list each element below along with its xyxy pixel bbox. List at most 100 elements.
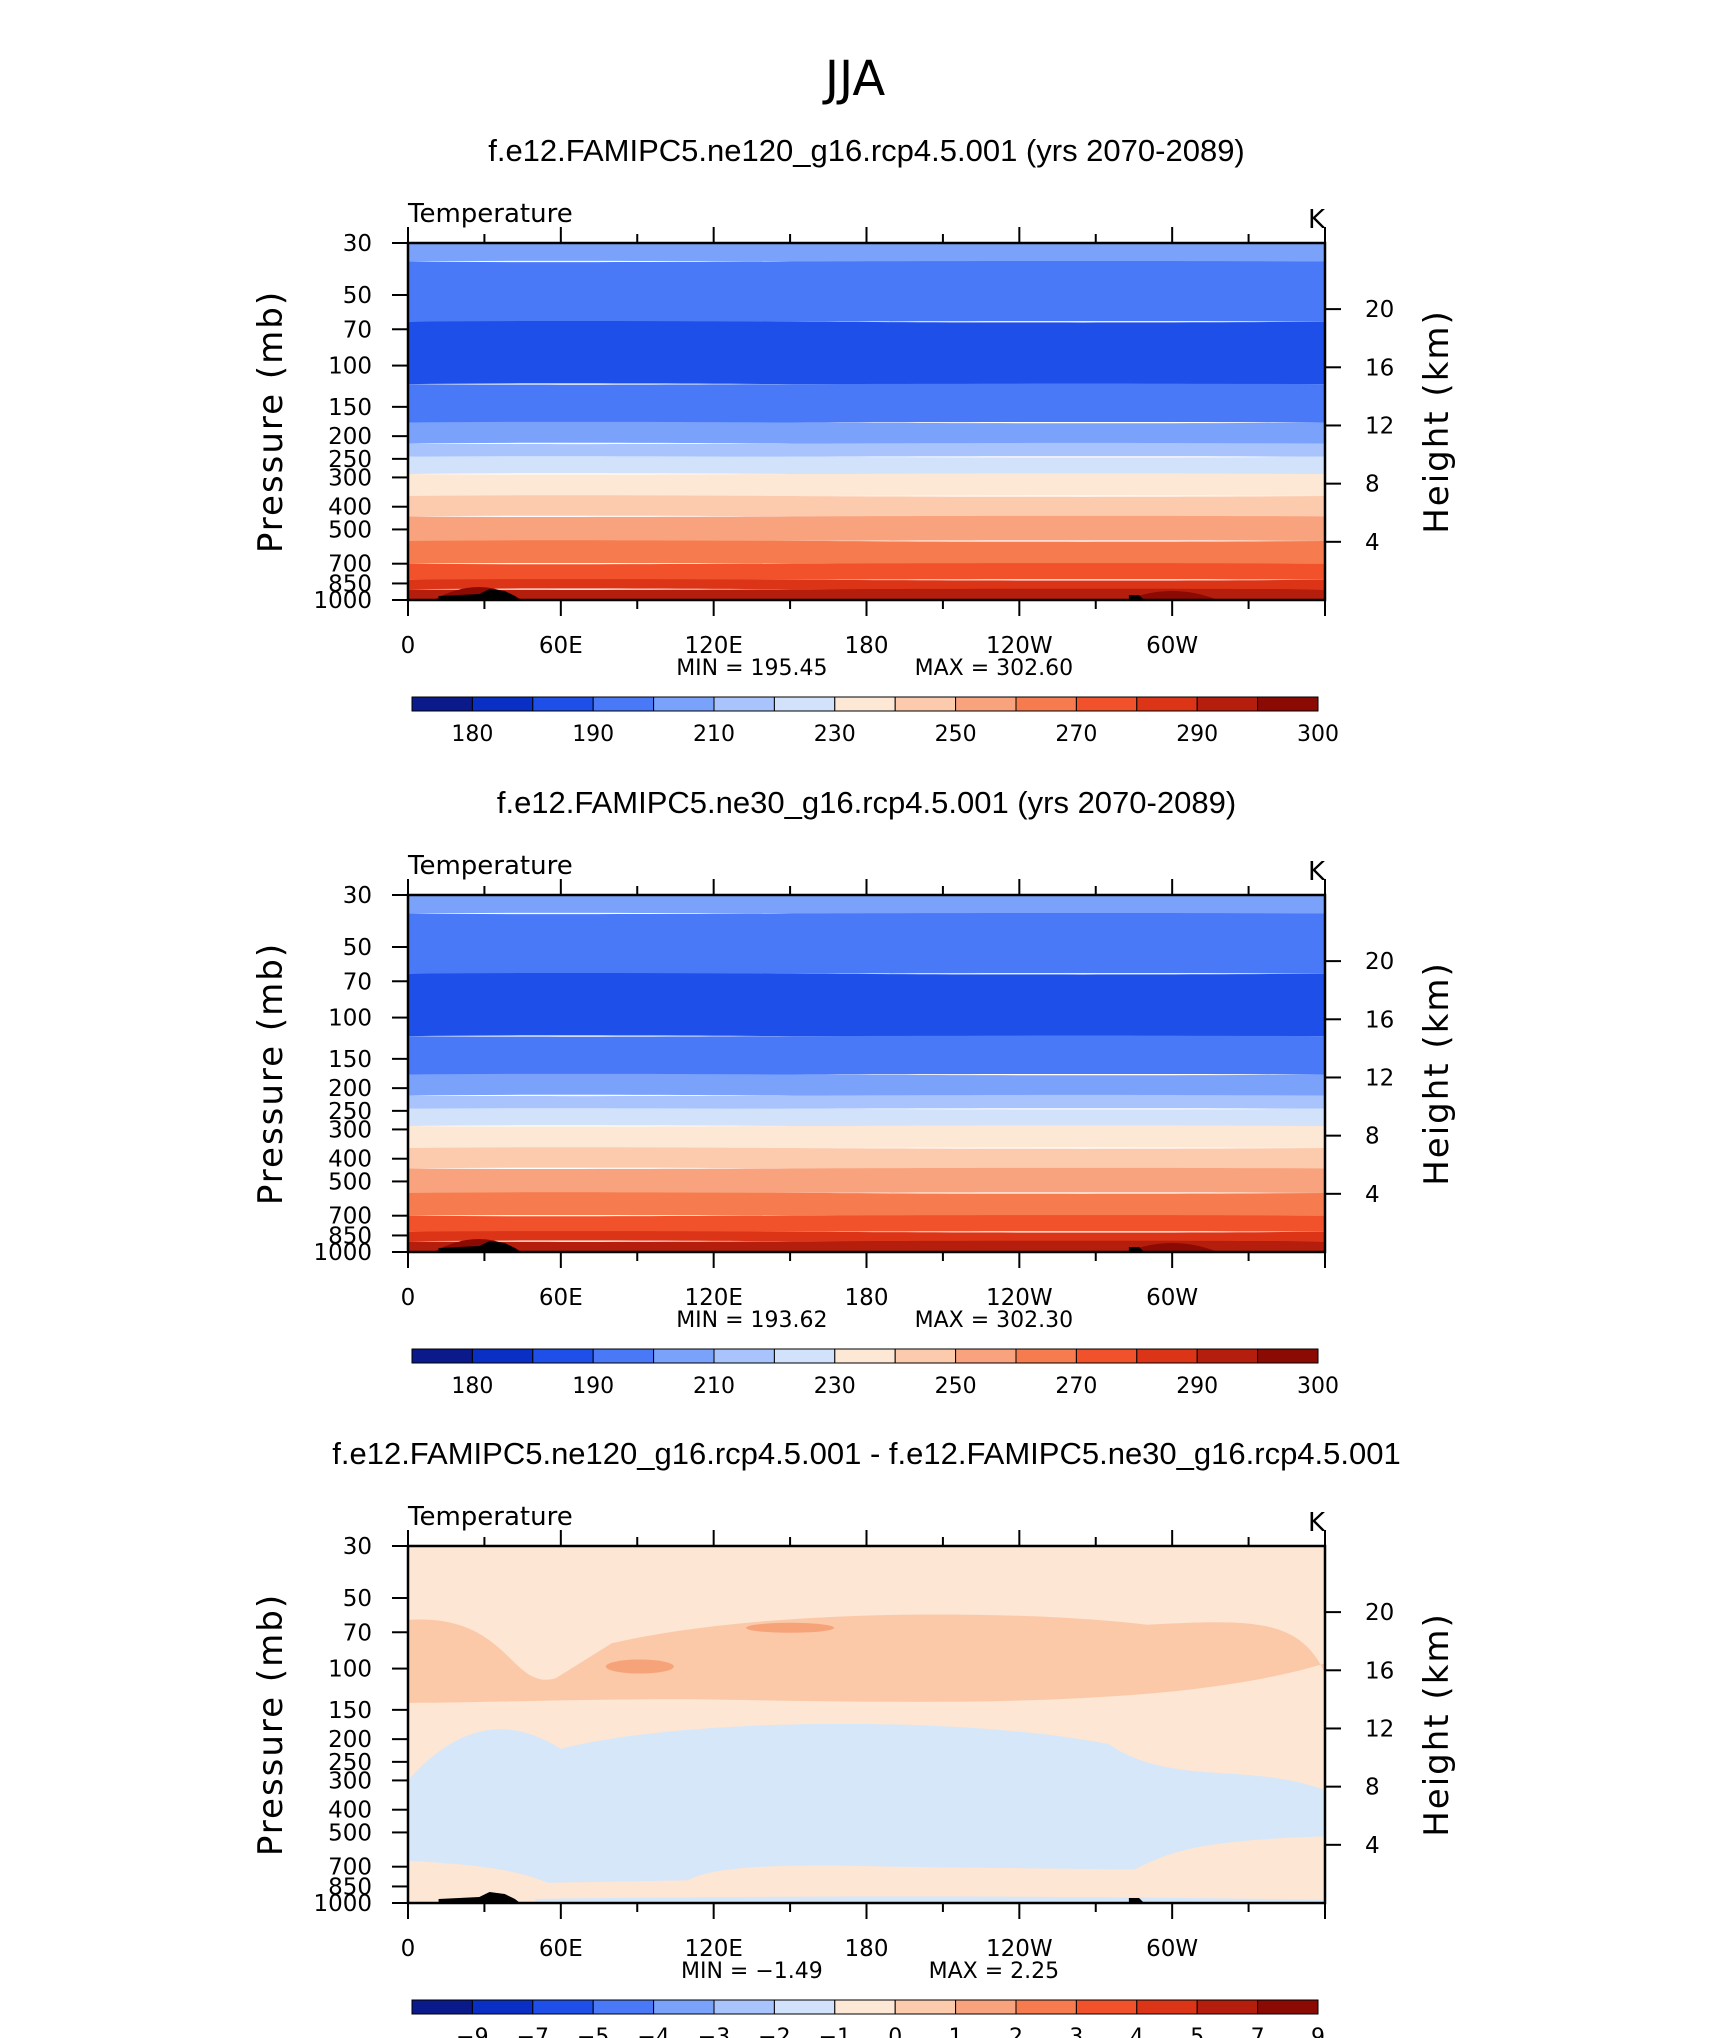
y-tick-label: 100: [328, 1006, 372, 1032]
variable-label: Temperature: [407, 1502, 573, 1532]
colorbar-swatch: [1196, 696, 1259, 712]
colorbar-swatch: [653, 1999, 715, 2015]
colorbar-swatch: [1136, 696, 1198, 712]
y-tick-label: 850: [328, 571, 372, 597]
x-tick-label: 120W: [986, 1936, 1053, 1962]
y-tick-label: 200: [328, 1727, 372, 1753]
colorbar-swatch: [471, 1999, 534, 2015]
colorbar-swatch: [1015, 696, 1077, 712]
colorbar-swatch: [955, 696, 1017, 712]
colorbar-label: 1: [949, 2025, 963, 2038]
temperature-band: [408, 1240, 1325, 1252]
y-tick-label: 500: [328, 1820, 372, 1846]
temperature-band: [408, 1215, 1325, 1233]
colorbar-swatch: [713, 1999, 775, 2015]
temperature-band: [408, 442, 1325, 458]
variable-label: Temperature: [407, 199, 573, 229]
temperature-band: [408, 1035, 1325, 1076]
temperature-band: [408, 495, 1325, 518]
y-tick-right-label: 12: [1365, 413, 1394, 439]
y-tick-label: 500: [328, 517, 372, 543]
colorbar-swatch: [773, 1999, 836, 2015]
colorbar-swatch: [834, 1348, 896, 1364]
colorbar-label: 5: [1190, 2025, 1204, 2038]
y-tick-right-label: 20: [1365, 1600, 1394, 1626]
y-tick-label: 100: [328, 354, 372, 380]
temperature-band: [408, 912, 1325, 975]
max-label: MAX = 302.30: [915, 1308, 1074, 1333]
colorbar-label: 270: [1055, 1374, 1097, 1399]
warm-spot: [1126, 1243, 1219, 1252]
colorbar-label: −1: [819, 2025, 851, 2038]
temperature-band: [408, 473, 1325, 497]
y-tick-right-label: 16: [1365, 1007, 1394, 1033]
colorbar-label: 180: [451, 1374, 493, 1399]
x-tick-label: 60W: [1146, 1936, 1198, 1962]
colorbar-swatch: [653, 1348, 715, 1364]
contour-field: [408, 243, 1325, 600]
temperature-band: [408, 588, 1325, 600]
y-tick-label: 200: [328, 424, 372, 450]
colorbar-label: −9: [456, 2025, 488, 2038]
colorbar-label: 9: [1311, 2025, 1325, 2038]
cool-anomaly-region: [408, 1723, 1325, 1883]
colorbar-swatch: [955, 1999, 1017, 2015]
y-tick-label: 300: [328, 1768, 372, 1794]
temperature-band: [408, 456, 1325, 475]
temperature-band: [408, 563, 1325, 581]
y-tick-label: 300: [328, 1117, 372, 1143]
colorbar-label: 2: [1009, 2025, 1023, 2038]
colorbar-label: 180: [451, 722, 493, 747]
topography: [438, 1241, 521, 1252]
colorbar-swatch: [1257, 1348, 1319, 1364]
y-tick-label: 150: [328, 1047, 372, 1073]
x-tick-label: 60E: [539, 1936, 583, 1962]
warm-spot: [1126, 591, 1219, 600]
x-tick-label: 60E: [539, 633, 583, 659]
temperature-band: [408, 1108, 1325, 1127]
colorbar-label: 210: [693, 1374, 735, 1399]
y-tick-right-label: 8: [1365, 1775, 1380, 1801]
x-tick-label: 180: [845, 1936, 889, 1962]
variable-label: Temperature: [407, 851, 573, 881]
y-tick-label: 1000: [313, 1891, 372, 1917]
y-tick-label: 200: [328, 1076, 372, 1102]
x-tick-label: 120W: [986, 633, 1053, 659]
colorbar-label: 290: [1176, 722, 1218, 747]
x-tick-label: 180: [845, 1285, 889, 1311]
colorbar-swatch: [471, 1348, 534, 1364]
y-tick-label: 50: [343, 935, 372, 961]
y-tick-label: 100: [328, 1657, 372, 1683]
colorbar-swatch: [592, 1999, 655, 2015]
y-tick-label: 700: [328, 1204, 372, 1230]
x-tick-label: 120E: [684, 1285, 742, 1311]
y-tick-label: 30: [343, 231, 372, 257]
y-tick-right-label: 16: [1365, 355, 1394, 381]
y-tick-label: 30: [343, 883, 372, 909]
warm-anomaly-patch: [605, 1659, 674, 1674]
colorbar-label: 270: [1055, 722, 1097, 747]
colorbar-swatch: [411, 1999, 473, 2015]
colorbar-label: −7: [517, 2025, 549, 2038]
y-tick-label: 700: [328, 552, 372, 578]
units-label: K: [1308, 1508, 1326, 1538]
cool-anomaly-surface: [535, 1896, 1325, 1903]
colorbar-swatch: [955, 1348, 1017, 1364]
y-tick-label: 850: [328, 1223, 372, 1249]
colorbar-swatch: [894, 1348, 957, 1364]
colorbar-label: 300: [1297, 1374, 1339, 1399]
y-tick-label: 50: [343, 283, 372, 309]
temperature-band: [408, 383, 1325, 424]
colorbar-label: 190: [572, 1374, 614, 1399]
x-tick-label: 0: [401, 633, 416, 659]
y-tick-label: 1000: [313, 1240, 372, 1266]
y-tick-label: 1000: [313, 588, 372, 614]
x-tick-label: 120E: [684, 633, 742, 659]
max-label: MAX = 2.25: [929, 1959, 1060, 1984]
y-tick-right-label: 12: [1365, 1716, 1394, 1742]
x-tick-label: 120W: [986, 1285, 1053, 1311]
colorbar-swatch: [1136, 1348, 1198, 1364]
contour-field: [408, 895, 1325, 1252]
y-axis-right-label: Height (km): [1417, 961, 1457, 1186]
y-tick-label: 400: [328, 495, 372, 521]
